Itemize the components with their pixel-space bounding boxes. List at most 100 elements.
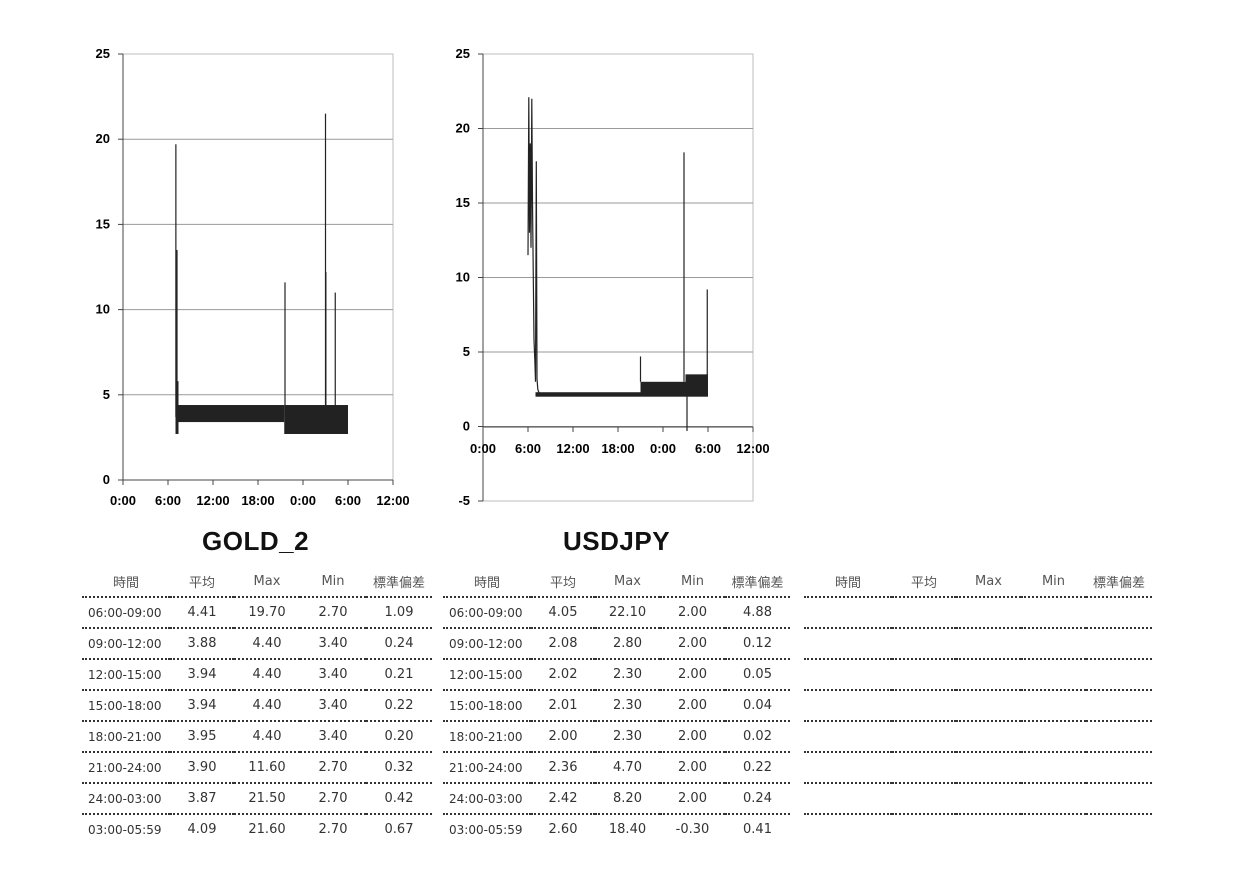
table-cell: 2.70 <box>318 822 348 837</box>
y-tick-label: 5 <box>103 387 110 402</box>
table-cell <box>956 659 1021 691</box>
table-row <box>804 659 1152 691</box>
table-cell: 24:00-03:00 <box>443 783 531 815</box>
table-cell <box>1086 659 1152 691</box>
table-cell <box>1086 721 1152 753</box>
table-cell: 3.95 <box>170 721 234 753</box>
table-cell <box>1086 690 1152 722</box>
y-tick-label: 20 <box>456 121 470 136</box>
table-row <box>804 814 1152 844</box>
column-header: 平均 <box>531 566 595 598</box>
table-cell: 2.60 <box>548 822 578 837</box>
table-cell <box>956 752 1021 784</box>
table-cell: 3.40 <box>300 628 366 660</box>
empty-stats-table: 時間 平均 Max Min 標準偏差 <box>804 566 1152 844</box>
x-tick-label: 6:00 <box>335 493 361 508</box>
x-tick-label: 6:00 <box>155 493 181 508</box>
table-cell: 4.40 <box>234 721 300 753</box>
table-row: 21:00-24:00 2.36 4.70 2.00 0.22 <box>443 752 790 784</box>
table-cell <box>892 659 956 691</box>
table-cell: 06:00-09:00 <box>443 597 531 629</box>
table-cell <box>892 783 956 815</box>
x-tick-label: 0:00 <box>470 441 496 456</box>
series-band <box>178 405 285 423</box>
column-header: Min <box>660 566 725 598</box>
table-cell: 3.40 <box>300 721 366 753</box>
table-row: 21:00-24:00 3.90 11.60 2.70 0.32 <box>82 752 432 784</box>
table-cell: 3.87 <box>170 783 234 815</box>
table-cell: 2.00 <box>660 752 725 784</box>
table-row: 12:00-15:00 2.02 2.30 2.00 0.05 <box>443 659 790 691</box>
table-cell <box>892 690 956 722</box>
column-header: 平均 <box>170 566 234 598</box>
table-cell: 03:00-05:59 <box>88 822 162 837</box>
column-header: Max <box>956 566 1021 598</box>
table-cell: 12:00-15:00 <box>443 659 531 691</box>
table-cell: 09:00-12:00 <box>443 628 531 660</box>
table-cell: 4.40 <box>234 690 300 722</box>
table-cell: 18:00-21:00 <box>443 721 531 753</box>
table-row <box>804 783 1152 815</box>
y-tick-label: 20 <box>96 131 110 146</box>
table-cell: 2.08 <box>531 628 595 660</box>
table-cell <box>804 814 892 844</box>
column-header: 平均 <box>892 566 956 598</box>
column-header: 時間 <box>804 566 892 598</box>
column-header: 標準偏差 <box>366 566 432 598</box>
table-cell: 11.60 <box>234 752 300 784</box>
column-header: 時間 <box>443 566 531 598</box>
table-cell <box>1086 597 1152 629</box>
table-cell: 0.32 <box>366 752 432 784</box>
x-tick-label: 6:00 <box>695 441 721 456</box>
table-cell: 2.00 <box>660 597 725 629</box>
table-row: 09:00-12:00 3.88 4.40 3.40 0.24 <box>82 628 432 660</box>
table-cell: 0.67 <box>384 822 414 837</box>
gold-stats-table: 時間 平均 Max Min 標準偏差 06:00-09:00 4.41 19.70 2.70 1.… <box>82 566 432 844</box>
table-cell: 0.12 <box>725 628 790 660</box>
table-cell: 2.00 <box>660 721 725 753</box>
table-cell: 2.01 <box>531 690 595 722</box>
table-cell: 4.70 <box>595 752 660 784</box>
y-tick-label: 15 <box>456 195 470 210</box>
y-tick-label: 15 <box>96 216 110 231</box>
table-cell: 0.04 <box>725 690 790 722</box>
table-cell <box>956 690 1021 722</box>
table-cell: 2.02 <box>531 659 595 691</box>
table-cell <box>1021 690 1086 722</box>
table-cell: 22.10 <box>595 597 660 629</box>
table-row <box>804 597 1152 629</box>
series-band <box>535 392 641 397</box>
x-tick-label: 12:00 <box>376 493 409 508</box>
table-cell: 4.88 <box>725 597 790 629</box>
chart-title-usdjpy: USDJPY <box>563 526 671 556</box>
table-row: 18:00-21:00 2.00 2.30 2.00 0.02 <box>443 721 790 753</box>
x-tick-label: 0:00 <box>290 493 316 508</box>
table-cell: 0.02 <box>725 721 790 753</box>
table-cell: -0.30 <box>675 822 710 837</box>
table-cell: 2.70 <box>300 783 366 815</box>
table-cell: 2.36 <box>531 752 595 784</box>
table-cell <box>1021 721 1086 753</box>
column-header: Min <box>1021 566 1086 598</box>
table-cell <box>1021 659 1086 691</box>
x-tick-label: 12:00 <box>196 493 229 508</box>
table-cell: 2.00 <box>660 659 725 691</box>
table-cell: 0.41 <box>743 822 772 837</box>
table-cell: 21.60 <box>248 822 286 837</box>
table-cell <box>956 597 1021 629</box>
table-cell: 06:00-09:00 <box>82 597 170 629</box>
series-band <box>685 374 708 397</box>
table-cell <box>956 628 1021 660</box>
x-tick-label: 0:00 <box>650 441 676 456</box>
table-cell: 2.30 <box>595 721 660 753</box>
table-row: 09:00-12:00 2.08 2.80 2.00 0.12 <box>443 628 790 660</box>
table-header-row: 時間 平均 Max Min 標準偏差 <box>443 566 790 598</box>
table-cell <box>892 814 956 844</box>
table-cell: 4.05 <box>531 597 595 629</box>
chart-title-gold: GOLD_2 <box>202 526 310 556</box>
x-tick-label: 18:00 <box>601 441 634 456</box>
y-tick-label: 0 <box>103 472 110 487</box>
column-header: Min <box>300 566 366 598</box>
